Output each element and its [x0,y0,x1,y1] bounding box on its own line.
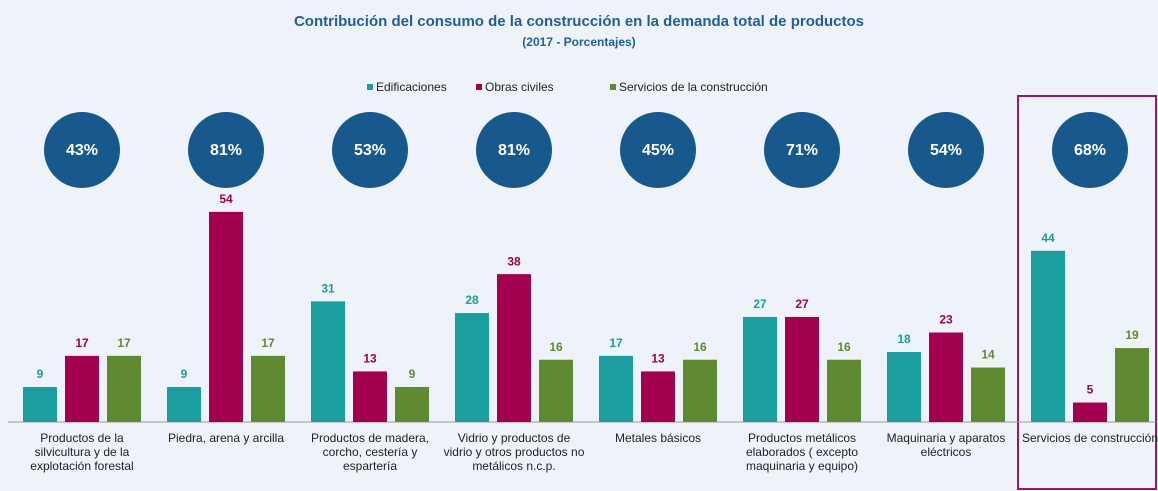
bar [167,386,201,422]
data-label: 9 [37,367,44,381]
data-label: 13 [651,352,665,366]
total-label: 71% [786,142,818,159]
total-label: 45% [642,142,674,159]
data-label: 13 [363,352,377,366]
bar [1115,348,1149,422]
bar [65,355,99,422]
legend-label: Servicios de la construcción [619,80,768,94]
x-tick-label: Piedra, arena y arcilla [167,431,285,445]
data-label: 27 [753,297,767,311]
bar [107,355,141,422]
bar [929,332,963,422]
total-circle [188,112,264,188]
x-tick-label: Productos de madera, corcho, cestería y … [310,431,430,473]
total-label: 54% [930,142,962,159]
legend-swatch [367,84,373,90]
total-label: 68% [1074,142,1106,159]
total-circle [764,112,840,188]
data-label: 14 [981,348,995,362]
total-label: 81% [210,142,242,159]
total-circle [908,112,984,188]
bar [209,211,243,422]
chart-subtitle: (2017 - Porcentajes) [522,35,635,49]
bar [599,355,633,422]
x-tick-label: Maquinaria y aparatos eléctricos [886,431,1006,459]
bar [23,386,57,422]
bar [827,359,861,422]
bar [455,313,489,422]
data-label: 23 [939,313,953,327]
data-label: 16 [549,340,563,354]
bar [887,351,921,422]
data-label: 28 [465,293,479,307]
total-circle [44,112,120,188]
legend-label: Obras civiles [485,80,554,94]
highlight-box [1017,95,1157,490]
bar [971,367,1005,422]
legend-swatch [476,84,482,90]
data-label: 17 [75,336,89,350]
data-label: 16 [693,340,707,354]
data-label: 17 [117,336,131,350]
total-label: 53% [354,142,386,159]
bar [683,359,717,422]
data-label: 16 [837,340,851,354]
bar [497,274,531,422]
x-tick-label: Metales básicos [614,431,702,445]
data-label: 44 [1041,231,1055,245]
bar [743,316,777,422]
data-label: 27 [795,297,809,311]
data-label: 31 [321,282,335,296]
data-label: 17 [609,336,623,350]
bar [251,355,285,422]
total-circle [620,112,696,188]
x-tick-label: Productos de la silvicultura y de la exp… [30,431,134,473]
data-label: 5 [1087,383,1094,397]
total-circle [1052,112,1128,188]
total-label: 43% [66,142,98,159]
x-tick-label: Vidrio y productos de vidrio y otros pro… [443,431,585,473]
bar [785,316,819,422]
data-label: 9 [409,367,416,381]
total-label: 81% [498,142,530,159]
bar [539,359,573,422]
bar [1073,402,1107,422]
legend-label: Edificaciones [376,80,447,94]
data-label: 54 [219,192,233,206]
bar [311,301,345,422]
chart-title: Contribución del consumo de la construcc… [294,13,864,30]
data-label: 17 [261,336,275,350]
bar [641,371,675,422]
total-circle [332,112,408,188]
x-tick-label: Servicios de construcción [1021,431,1158,445]
legend-swatch [610,84,616,90]
data-label: 38 [507,254,521,268]
total-circle [476,112,552,188]
data-label: 9 [181,367,188,381]
bar [353,371,387,422]
bar [395,386,429,422]
x-tick-label: Productos metálicos elaborados ( excepto… [745,431,859,473]
data-label: 18 [897,332,911,346]
data-label: 19 [1125,328,1139,342]
bar [1031,250,1065,422]
